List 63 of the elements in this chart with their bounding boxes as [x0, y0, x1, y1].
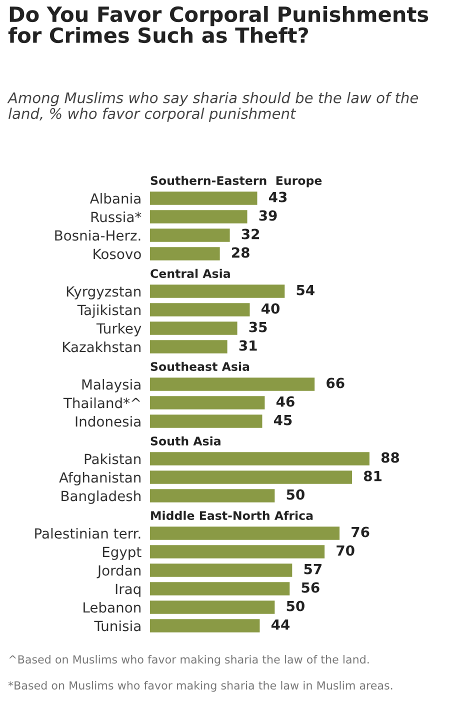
- y-tick-label: Palestinian terr.: [35, 528, 140, 539]
- bar: [150, 210, 248, 224]
- bar: [150, 340, 228, 354]
- bar: [150, 247, 220, 260]
- data-label: 81: [364, 470, 382, 482]
- data-label: 28: [232, 247, 250, 258]
- y-tick-label: Lebanon: [84, 602, 140, 613]
- y-tick-label: Kazakhstan: [63, 341, 140, 352]
- legend-title: Southeast Asia: [150, 362, 250, 371]
- data-label: 46: [276, 396, 294, 407]
- data-label: 76: [352, 526, 370, 538]
- bar: [150, 192, 258, 205]
- y-tick-label: Russia*: [91, 211, 142, 222]
- chart-title: Do You Favor Corporal Punishments for Crimes Such as Theft?: [8, 6, 428, 44]
- data-label: 50: [286, 489, 304, 500]
- y-tick-label: Bangladesh: [62, 490, 140, 504]
- data-label: 43: [268, 192, 287, 202]
- text: ^Based on Muslims who favor making sharia the law of the land.: [9, 655, 369, 666]
- legend-title: Central Asia: [150, 268, 230, 278]
- bar: [150, 228, 230, 242]
- data-label: 57: [304, 564, 322, 574]
- data-label: 44: [271, 619, 290, 630]
- y-tick-label: Turkey: [96, 322, 142, 336]
- data-label: 88: [381, 452, 400, 463]
- bar: [150, 619, 260, 632]
- y-tick-label: Jordan: [96, 564, 140, 578]
- y-tick-label: Egypt: [102, 546, 142, 560]
- legend-title: South Asia: [150, 436, 220, 446]
- legend-title: Southern-Eastern Europe: [150, 176, 322, 188]
- y-tick-label: Thailand*^: [63, 397, 140, 408]
- bar: [150, 322, 238, 335]
- bar: [150, 303, 250, 316]
- bar: [150, 582, 290, 596]
- data-label: 50: [286, 600, 304, 612]
- text: *Based on Muslims who favor making sharia the law in Muslim areas.: [8, 681, 392, 692]
- chart-subtitle: Among Muslims who say sharia should be the law of the land, % who favor corporal punishment: [7, 92, 418, 122]
- y-tick-label: Bosnia-Herz.: [55, 230, 140, 241]
- y-tick-label: Tunisia: [94, 620, 140, 632]
- data-label: 39: [259, 210, 277, 221]
- y-tick-label: Malaysia: [82, 378, 140, 392]
- data-label: 45: [274, 414, 292, 426]
- bar: [150, 600, 275, 614]
- data-label: 35: [249, 322, 267, 332]
- y-tick-label: Kosovo: [94, 248, 141, 260]
- data-label: 54: [296, 284, 314, 296]
- bar: [150, 545, 325, 558]
- data-label: 32: [242, 228, 260, 240]
- data-label: 56: [302, 582, 320, 593]
- y-tick-label: Afghanistan: [59, 472, 140, 486]
- data-label: 66: [326, 378, 344, 388]
- bar: [150, 526, 340, 540]
- y-tick-label: Indonesia: [76, 416, 140, 427]
- data-label: 31: [239, 340, 257, 351]
- y-tick-label: Tajikistan: [77, 304, 140, 318]
- y-tick-label: Iraq: [116, 584, 140, 597]
- bar: [150, 564, 292, 577]
- bar: [150, 284, 285, 298]
- data-label: 40: [261, 303, 280, 314]
- y-tick-label: Kyrgyzstan: [66, 286, 140, 300]
- y-tick-label: Pakistan: [84, 453, 140, 464]
- data-label: 70: [336, 545, 354, 556]
- y-tick-label: Albania: [90, 192, 140, 204]
- legend-title: Middle East-North Africa: [151, 510, 313, 520]
